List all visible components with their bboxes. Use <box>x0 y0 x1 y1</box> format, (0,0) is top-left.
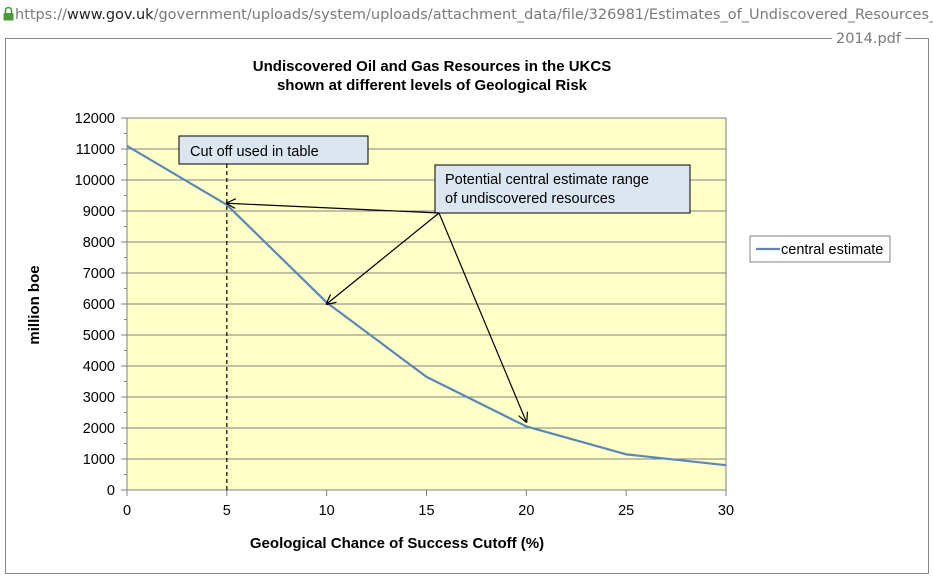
x-axis: 0 5 10 15 20 25 30 <box>123 490 734 519</box>
x-tick-label: 0 <box>123 503 131 519</box>
x-tick-label: 30 <box>718 503 734 519</box>
legend-label: central estimate <box>781 242 883 258</box>
x-tick-label: 5 <box>223 503 231 519</box>
annotation-arrow <box>227 203 440 214</box>
url-path: /government/uploads/system/uploads/attac… <box>153 7 933 23</box>
range-label-line1: Potential central estimate range <box>445 172 649 188</box>
lock-icon <box>2 6 15 25</box>
cutoff-label-box <box>178 135 369 165</box>
annotation-arrow <box>438 212 526 422</box>
url-continuation: 2014.pdf <box>831 30 905 48</box>
y-tick-label: 9000 <box>83 204 115 220</box>
annotation-arrow <box>327 212 440 304</box>
address-bar[interactable]: https://www.gov.uk/government/uploads/sy… <box>0 0 933 30</box>
cutoff-annotation: Cut off used in table <box>178 135 369 165</box>
y-tick-label: 1000 <box>83 452 115 468</box>
annotation-arrows <box>227 203 527 422</box>
y-tick-label: 0 <box>107 483 115 499</box>
y-tick-label: 7000 <box>83 266 115 282</box>
url-host: www.gov.uk <box>66 7 154 23</box>
chart-subtitle: shown at different levels of Geological … <box>277 77 588 94</box>
y-tick-label: 11000 <box>76 142 115 158</box>
y-tick-label: 4000 <box>83 359 115 375</box>
x-axis-label: Geological Chance of Success Cutoff (%) <box>250 535 544 552</box>
y-axis: 0 1000 2000 3000 4000 5000 6000 7000 8000 9000 100… <box>75 111 127 499</box>
y-tick-label: 5000 <box>83 328 115 344</box>
range-label-line2: of undiscovered resources <box>445 191 615 207</box>
chart-title: Undiscovered Oil and Gas Resources in th… <box>253 58 611 75</box>
chart: 0100020003000400050006000700080009000100… <box>26 58 891 552</box>
range-annotation: Potential central estimate range of undi… <box>434 164 691 214</box>
x-tick-label: 20 <box>518 503 534 519</box>
y-tick-label: 10000 <box>75 173 115 189</box>
y-tick-label: 3000 <box>83 390 115 406</box>
y-tick-label: 12000 <box>75 111 115 127</box>
legend: central estimate <box>749 235 891 263</box>
url-scheme: https:// <box>15 7 67 23</box>
document-frame: 0 1000 2000 3000 4000 5000 6000 7000 8000 9000 100… <box>5 38 929 574</box>
y-tick-label: 2000 <box>83 421 115 437</box>
range-label-box <box>434 164 691 214</box>
y-axis-label: million boe <box>26 265 43 344</box>
cutoff-label: Cut off used in table <box>190 144 319 160</box>
y-tick-label: 8000 <box>83 235 115 251</box>
x-tick-label: 10 <box>319 503 335 519</box>
y-tick-label: 6000 <box>83 297 115 313</box>
x-tick-label: 15 <box>418 503 434 519</box>
x-tick-label: 25 <box>618 503 634 519</box>
